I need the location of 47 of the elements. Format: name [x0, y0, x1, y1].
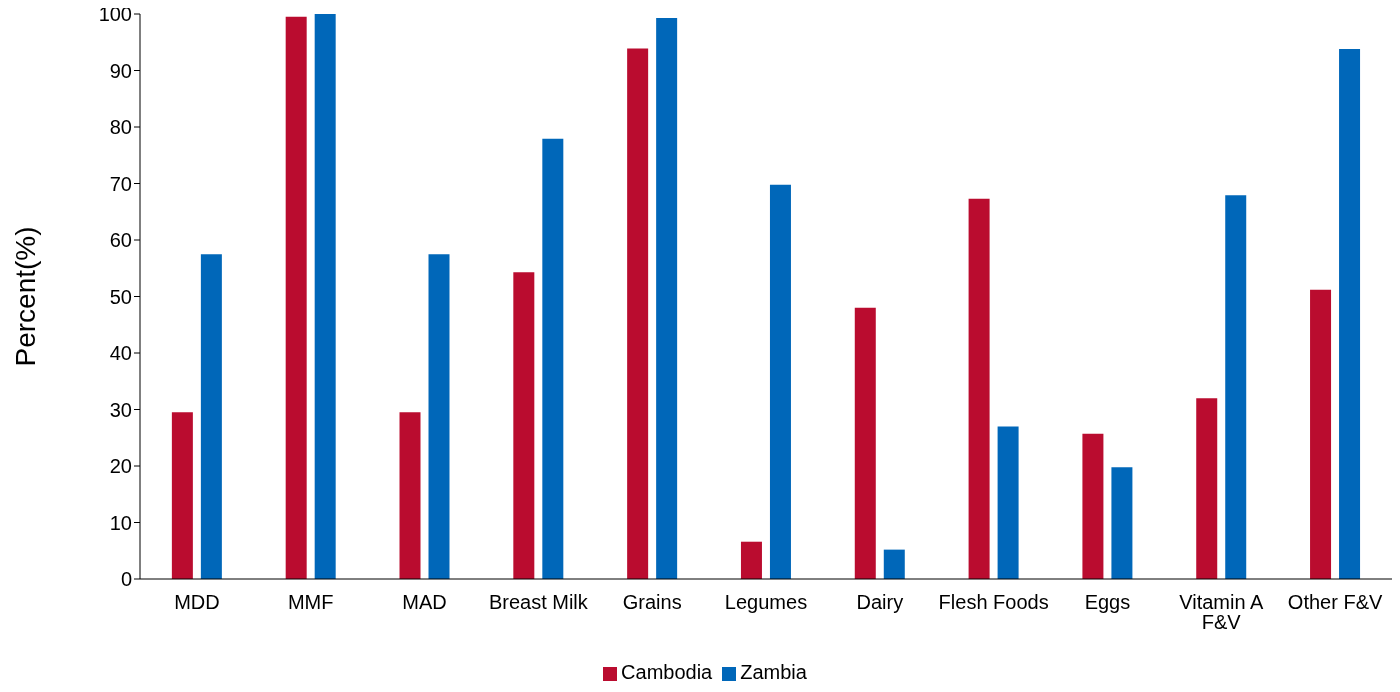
bar [1310, 289, 1332, 579]
x-tick-label: Vitamin A F&V [1179, 591, 1264, 634]
y-tick-label: 20 [109, 455, 132, 478]
y-tick-label: 100 [98, 3, 132, 26]
bar [513, 272, 535, 579]
y-tick-label: 80 [109, 116, 132, 139]
bar [854, 307, 876, 579]
x-tick-label: Eggs [1084, 591, 1131, 614]
bar [769, 184, 791, 579]
bar [968, 198, 990, 579]
bar [997, 426, 1019, 579]
bar [1339, 49, 1361, 579]
x-tick-label: Dairy [856, 591, 904, 614]
bar [314, 14, 336, 579]
y-tick-label: 10 [109, 511, 132, 534]
bar [1225, 195, 1247, 579]
y-tick-label: 40 [109, 342, 132, 365]
bar [171, 412, 193, 579]
y-tick-label: 70 [109, 172, 132, 195]
bar [542, 138, 564, 579]
x-tick-label: Other F&V [1287, 591, 1383, 614]
bar [399, 412, 421, 579]
y-tick-label: 0 [120, 568, 132, 591]
bar [740, 541, 762, 579]
legend-label: Zambia [740, 661, 807, 683]
x-tick-label: MMF [287, 591, 334, 614]
bar [200, 254, 222, 579]
y-tick-label: 50 [109, 285, 132, 308]
bar [656, 17, 678, 579]
x-tick-label: Flesh Foods [938, 591, 1049, 614]
x-tick-label: Grains [622, 591, 682, 614]
y-axis-title: Percent(%) [9, 226, 41, 367]
y-tick-label: 30 [109, 398, 132, 421]
bar [285, 16, 307, 579]
bar [428, 254, 450, 579]
bar [627, 48, 649, 579]
x-tick-label: MDD [174, 591, 220, 614]
bar [1111, 467, 1133, 579]
bar [883, 549, 905, 579]
x-tick-label: Legumes [724, 591, 808, 614]
y-tick-label: 90 [109, 59, 132, 82]
y-tick-label: 60 [109, 229, 132, 252]
bar [1082, 433, 1104, 579]
x-tick-label: MAD [402, 591, 447, 614]
legend-label: Cambodia [621, 661, 713, 683]
x-tick-label: Breast Milk [488, 591, 589, 614]
bar [1196, 398, 1218, 579]
